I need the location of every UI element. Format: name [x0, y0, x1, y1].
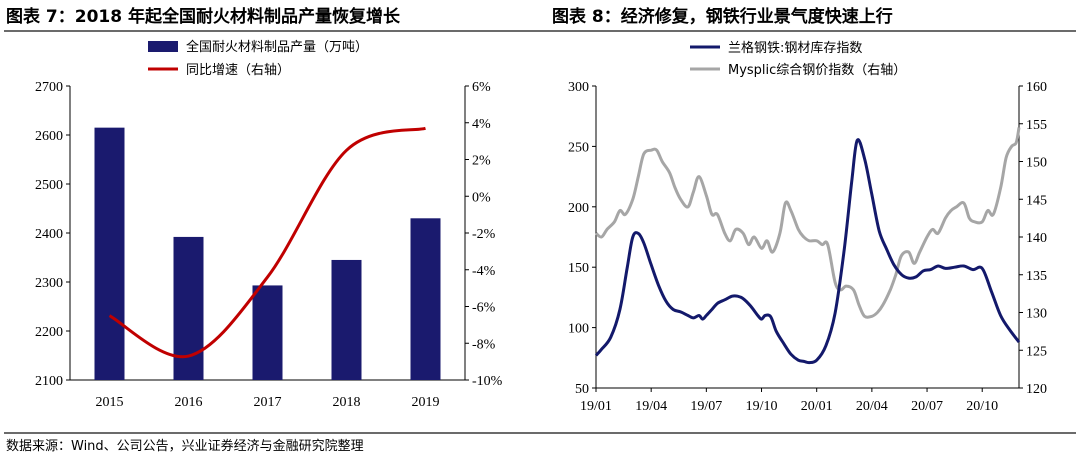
year-tick-label: 2018	[333, 395, 361, 410]
production-right-tick-label: -2%	[472, 227, 496, 242]
steel-right-tick-label: 120	[1026, 382, 1047, 397]
steel-right-tick-label: 155	[1026, 118, 1047, 133]
production-bar	[173, 236, 204, 380]
production-bar	[94, 127, 125, 381]
steel-index-chart: 50 100 150 200 250 300 120 125 130 135 140 145 150 15…	[568, 40, 1047, 414]
production-left-tick-label: 2300	[35, 276, 63, 291]
month-tick-label: 19/04	[635, 399, 667, 414]
data-source: 数据来源：Wind、公司公告，兴业证券经济与金融研究院整理	[6, 439, 364, 454]
legend-label-inventory: 兰格钢铁:钢材库存指数	[728, 40, 862, 56]
production-right-tick-label: -6%	[472, 301, 496, 316]
steel-right-tick-label: 140	[1026, 231, 1047, 246]
month-tick-label: 19/10	[746, 399, 778, 414]
production-left-tick-label: 2200	[35, 325, 63, 340]
steel-right-tick-label: 160	[1026, 80, 1047, 95]
bottom-divider	[4, 432, 1076, 434]
steel-left-tick-label: 150	[568, 261, 589, 276]
chart-8-title: 图表 8：经济修复，钢铁行业景气度快速上行	[552, 7, 893, 27]
steel-right-tick-label: 130	[1026, 307, 1047, 322]
production-bar	[410, 218, 441, 380]
steel-right-tick-label: 150	[1026, 156, 1047, 171]
price-index-line	[594, 127, 1021, 319]
steel-left-tick-label: 50	[575, 382, 589, 397]
production-left-tick-label: 2500	[35, 178, 63, 193]
production-right-tick-label: -10%	[472, 374, 503, 389]
chart-7-title: 图表 7：2018 年起全国耐火材料制品产量恢复增长	[6, 7, 400, 27]
year-tick-label: 2017	[254, 395, 282, 410]
steel-left-tick-label: 200	[568, 201, 589, 216]
production-left-tick-label: 2600	[35, 129, 63, 144]
steel-left-tick-label: 300	[568, 80, 589, 95]
legend-label-growth: 同比增速（右轴）	[186, 63, 290, 78]
growth-rate-line	[108, 126, 426, 359]
inventory-index-line	[594, 138, 1021, 365]
year-tick-label: 2019	[412, 395, 440, 410]
production-right-tick-label: 6%	[472, 80, 491, 95]
production-right-tick-label: 0%	[472, 190, 491, 205]
production-right-tick-label: -4%	[472, 264, 496, 279]
legend-label-price: Mysplic综合钢价指数（右轴）	[728, 63, 906, 78]
production-left-tick-label: 2100	[35, 374, 63, 389]
production-right-tick-label: 2%	[472, 154, 491, 169]
month-tick-label: 19/07	[690, 399, 722, 414]
production-left-tick-label: 2400	[35, 227, 63, 242]
month-tick-label: 20/01	[801, 399, 833, 414]
production-bar	[252, 285, 283, 380]
month-tick-label: 20/07	[911, 399, 943, 414]
production-right-tick-label: 4%	[472, 117, 491, 132]
production-bar	[331, 259, 362, 380]
production-left-tick-label: 2700	[35, 80, 63, 95]
production-right-tick-label: -8%	[472, 337, 496, 352]
month-tick-label: 19/01	[580, 399, 612, 414]
legend-swatch-production	[148, 41, 178, 52]
steel-right-tick-label: 125	[1026, 344, 1047, 359]
steel-left-tick-label: 250	[568, 140, 589, 155]
legend-label-production: 全国耐火材料制品产量（万吨）	[186, 39, 368, 55]
year-tick-label: 2016	[175, 395, 203, 410]
production-chart: 2100 2200 2300 2400 2500 2600 2700 -10% -8% -6% -4…	[35, 39, 503, 410]
month-tick-label: 20/10	[966, 399, 998, 414]
year-tick-label: 2015	[96, 395, 124, 410]
steel-left-tick-label: 100	[568, 322, 589, 337]
month-tick-label: 20/04	[856, 399, 888, 414]
top-divider	[4, 30, 1076, 32]
steel-right-tick-label: 135	[1026, 269, 1047, 284]
steel-right-tick-label: 145	[1026, 193, 1047, 208]
